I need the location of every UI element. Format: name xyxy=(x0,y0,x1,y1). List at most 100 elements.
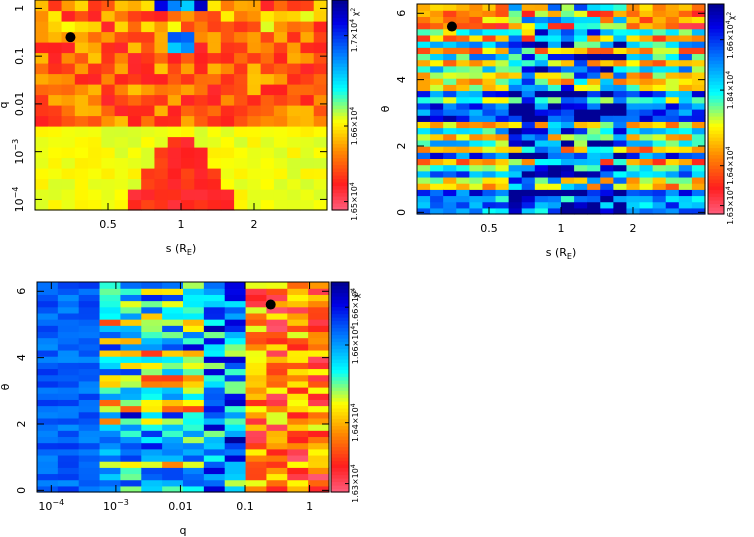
colorbar-segment xyxy=(708,112,724,117)
heatmap-cell xyxy=(443,139,457,147)
colorbar-segment xyxy=(708,28,724,33)
heatmap-cell xyxy=(266,417,288,425)
heatmap-cell xyxy=(495,28,510,36)
heatmap-cell xyxy=(691,16,706,24)
heatmap-cell xyxy=(266,442,288,450)
heatmap-cell xyxy=(287,136,302,148)
colorbar-segment xyxy=(708,196,724,201)
heatmap-cell xyxy=(88,115,102,127)
heatmap-cell xyxy=(639,109,654,116)
heatmap-cell xyxy=(287,430,309,438)
colorbar-segment xyxy=(331,338,349,343)
heatmap-cell xyxy=(456,90,470,98)
heatmap-cell xyxy=(266,405,288,413)
heatmap-cell xyxy=(78,288,101,295)
heatmap-cell xyxy=(534,78,549,85)
heatmap-cell xyxy=(61,147,76,159)
heatmap-cell xyxy=(224,387,247,394)
heatmap-cell xyxy=(245,405,268,413)
heatmap-cell xyxy=(456,170,470,178)
colorbar-segment xyxy=(708,32,724,37)
heatmap-cell xyxy=(678,195,693,203)
heatmap-cell xyxy=(260,31,275,43)
heatmap-cell xyxy=(521,28,536,36)
heatmap-cell xyxy=(99,430,122,438)
heatmap-cell xyxy=(691,28,706,36)
heatmap-cell xyxy=(691,78,706,85)
heatmap-cell xyxy=(99,461,122,468)
heatmap-cell xyxy=(574,146,588,153)
heatmap-cell xyxy=(141,63,156,75)
heatmap-cell xyxy=(167,157,182,169)
heatmap-cell xyxy=(37,288,59,295)
heatmap-cell xyxy=(120,356,142,363)
heatmap-cell xyxy=(587,47,601,55)
heatmap-cell xyxy=(287,399,309,407)
heatmap-cell xyxy=(194,0,209,12)
heatmap-cell xyxy=(456,139,470,147)
heatmap-cell xyxy=(665,195,680,203)
heatmap-cell xyxy=(183,399,205,407)
heatmap-cell xyxy=(587,90,601,98)
heatmap-cell xyxy=(99,467,122,475)
heatmap-cell xyxy=(120,387,142,394)
heatmap-cell xyxy=(141,399,163,407)
x-axis-label: s (RE) xyxy=(546,246,577,261)
heatmap-cell xyxy=(639,78,654,85)
heatmap-cell xyxy=(266,294,288,302)
heatmap-cell xyxy=(521,78,536,85)
heatmap-cell xyxy=(313,147,328,159)
heatmap-cell xyxy=(521,158,536,166)
heatmap-cell xyxy=(194,199,209,211)
heatmap-cell xyxy=(456,59,470,67)
heatmap-cell xyxy=(78,325,101,333)
heatmap-cell xyxy=(482,10,497,17)
heatmap-cell xyxy=(224,473,247,481)
heatmap-cell xyxy=(417,28,431,36)
heatmap-cell xyxy=(639,28,654,36)
heatmap-cell xyxy=(691,96,706,104)
colorbar-segment xyxy=(332,105,348,110)
heatmap-cell xyxy=(207,52,222,64)
heatmap-cell xyxy=(141,294,163,302)
colorbar-segment xyxy=(331,397,349,402)
heatmap-cell xyxy=(141,485,163,493)
heatmap-cell xyxy=(678,146,693,153)
heatmap-cell xyxy=(207,115,222,127)
heatmap-cell xyxy=(482,115,497,122)
heatmap-cell xyxy=(626,146,641,153)
heatmap-cell xyxy=(691,41,706,48)
heatmap-cell xyxy=(587,71,601,79)
heatmap-cell xyxy=(678,22,693,30)
heatmap-cell xyxy=(234,84,248,96)
heatmap-cell xyxy=(587,164,601,172)
heatmap-cell xyxy=(469,22,484,30)
heatmap-cell xyxy=(194,126,209,138)
heatmap-cell xyxy=(99,282,122,289)
heatmap-cell xyxy=(78,374,101,382)
heatmap-cell xyxy=(547,127,562,135)
heatmap-cell xyxy=(613,127,628,135)
colorbar-segment xyxy=(331,285,349,290)
heatmap-cell xyxy=(521,16,536,24)
colorbar-segment xyxy=(708,70,724,75)
heatmap-cell xyxy=(534,164,549,172)
heatmap-cell xyxy=(469,59,484,67)
heatmap-cell xyxy=(308,479,330,487)
heatmap-cell xyxy=(37,349,59,357)
heatmap-cell xyxy=(308,448,330,456)
heatmap-cell xyxy=(587,139,601,147)
heatmap-cell xyxy=(691,90,706,98)
heatmap-cell xyxy=(183,405,205,413)
heatmap-cell xyxy=(120,380,142,388)
heatmap-cell xyxy=(120,282,142,289)
heatmap-cell xyxy=(207,31,222,43)
heatmap-cell xyxy=(37,467,59,475)
heatmap-cell xyxy=(78,300,101,308)
heatmap-cell xyxy=(287,157,302,169)
colorbar-segment xyxy=(708,11,724,16)
heatmap-cell xyxy=(469,47,484,55)
heatmap-cell xyxy=(469,146,484,153)
heatmap-cell xyxy=(587,96,601,104)
heatmap-cell xyxy=(587,158,601,166)
